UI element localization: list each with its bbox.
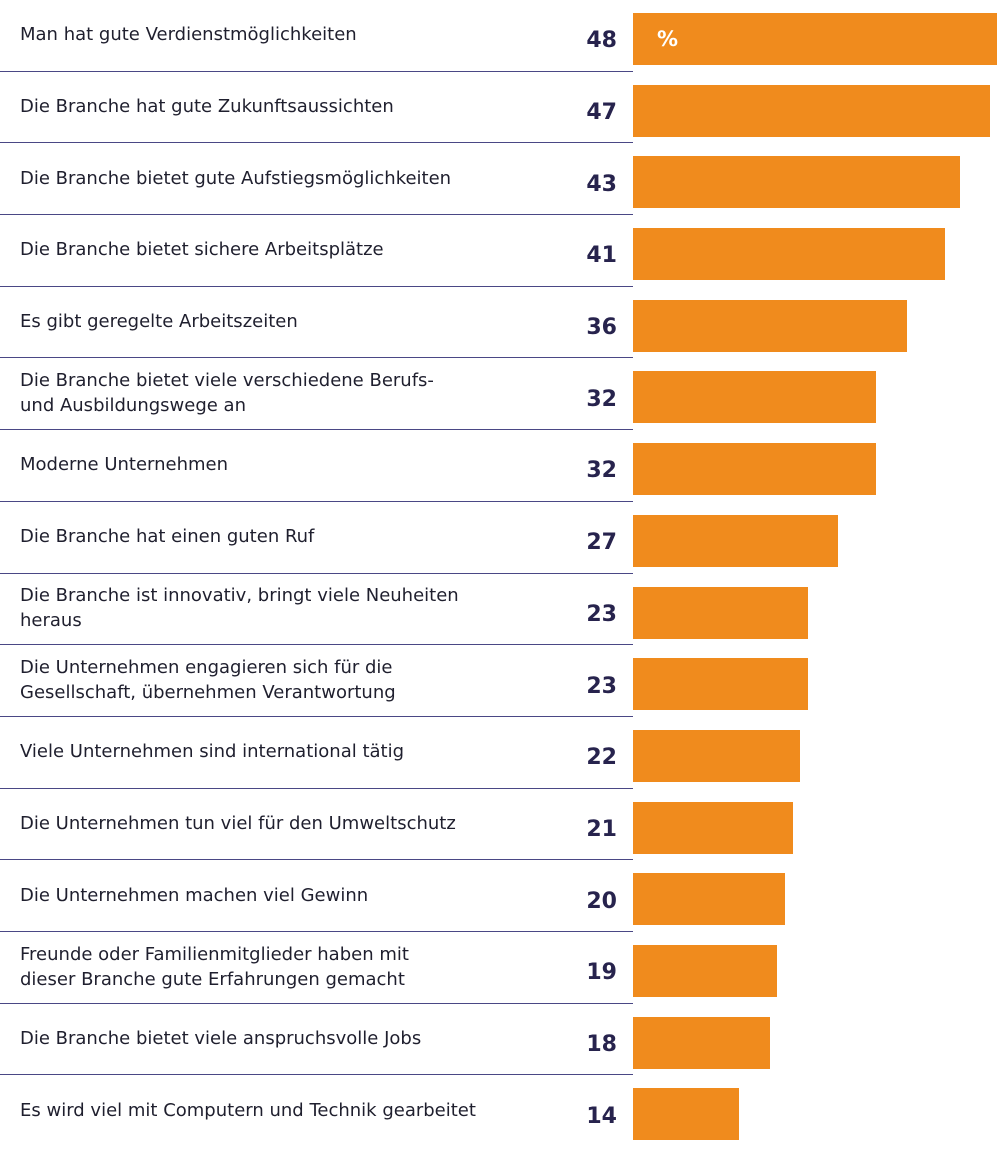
value-label: 36 bbox=[586, 315, 617, 341]
category-label: Man hat gute Verdienstmöglichkeiten bbox=[20, 24, 357, 46]
value-label: 27 bbox=[586, 530, 617, 556]
value-label: 14 bbox=[586, 1103, 617, 1129]
category-label: Die Branche bietet viele anspruchsvolle … bbox=[20, 1027, 422, 1049]
row-separator bbox=[0, 142, 633, 144]
bar bbox=[633, 873, 785, 926]
bar bbox=[633, 443, 877, 496]
row-separator bbox=[0, 859, 633, 861]
category-label: Es wird viel mit Computern und Technik g… bbox=[20, 1099, 476, 1121]
bar bbox=[633, 84, 991, 137]
value-label: 19 bbox=[586, 960, 617, 986]
value-label: 32 bbox=[586, 386, 617, 412]
value-label: 43 bbox=[586, 171, 617, 197]
bar bbox=[633, 801, 793, 854]
value-label: 21 bbox=[586, 816, 617, 842]
bar bbox=[633, 156, 960, 209]
category-label: Die Unternehmen machen viel Gewinn bbox=[20, 884, 369, 906]
category-label: Viele Unternehmen sind international tät… bbox=[20, 741, 405, 763]
row-separator bbox=[0, 1074, 633, 1076]
row-separator bbox=[0, 429, 633, 431]
bar bbox=[633, 228, 945, 281]
category-label: Freunde oder Familienmitglieder haben mi… bbox=[20, 943, 409, 990]
bar bbox=[633, 944, 778, 997]
category-label: Die Branche bietet viele verschiedene Be… bbox=[20, 370, 434, 417]
bar bbox=[633, 1016, 770, 1069]
row-separator bbox=[0, 357, 633, 359]
bar bbox=[633, 299, 907, 352]
category-label: Die Branche hat einen guten Ruf bbox=[20, 526, 315, 548]
row-separator bbox=[0, 70, 633, 72]
row-separator bbox=[0, 930, 633, 932]
bar bbox=[633, 729, 801, 782]
bar bbox=[633, 13, 997, 65]
category-label: Die Branche ist innovativ, bringt viele … bbox=[20, 585, 459, 632]
unit-label: % bbox=[657, 27, 679, 51]
category-label: Es gibt geregelte Arbeitszeiten bbox=[20, 311, 298, 333]
row-separator bbox=[0, 500, 633, 502]
row-separator bbox=[0, 214, 633, 216]
row-separator bbox=[0, 1002, 633, 1004]
value-label: 41 bbox=[586, 243, 617, 269]
value-label: 18 bbox=[586, 1031, 617, 1057]
category-label: Die Unternehmen engagieren sich für die … bbox=[20, 657, 396, 704]
category-label: Die Branche bietet gute Aufstiegsmöglich… bbox=[20, 167, 452, 189]
value-label: 23 bbox=[586, 601, 617, 627]
row-separator bbox=[0, 572, 633, 574]
value-label: 22 bbox=[586, 745, 617, 771]
row-separator bbox=[0, 715, 633, 717]
bar bbox=[633, 586, 808, 639]
value-label: 47 bbox=[586, 100, 617, 126]
row-separator bbox=[0, 644, 633, 646]
value-label: 48 bbox=[586, 28, 617, 54]
bar bbox=[633, 658, 808, 711]
row-separator bbox=[0, 285, 633, 287]
value-label: 32 bbox=[586, 458, 617, 484]
row-separator bbox=[0, 787, 633, 789]
bar bbox=[633, 1088, 740, 1141]
category-label: Die Branche hat gute Zukunftsaussichten bbox=[20, 96, 394, 118]
value-label: 23 bbox=[586, 673, 617, 699]
value-label: 20 bbox=[586, 888, 617, 914]
bar bbox=[633, 371, 877, 424]
category-label: Moderne Unternehmen bbox=[20, 454, 229, 476]
category-label: Die Unternehmen tun viel für den Umwelts… bbox=[20, 812, 456, 834]
bar bbox=[633, 514, 839, 567]
category-label: Die Branche bietet sichere Arbeitsplätze bbox=[20, 239, 384, 261]
